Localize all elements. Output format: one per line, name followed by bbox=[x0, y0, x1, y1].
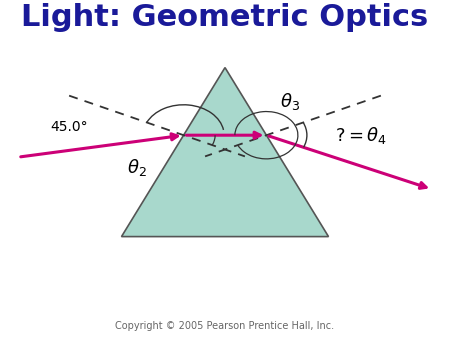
Text: $\theta_2$: $\theta_2$ bbox=[127, 157, 147, 178]
Text: $? = \theta_4$: $? = \theta_4$ bbox=[335, 125, 387, 146]
Text: Copyright © 2005 Pearson Prentice Hall, Inc.: Copyright © 2005 Pearson Prentice Hall, … bbox=[116, 321, 334, 331]
Text: $\theta_3$: $\theta_3$ bbox=[280, 91, 300, 112]
Text: 45.0°: 45.0° bbox=[50, 120, 88, 134]
Polygon shape bbox=[122, 68, 328, 237]
Text: Light: Geometric Optics: Light: Geometric Optics bbox=[22, 3, 428, 32]
